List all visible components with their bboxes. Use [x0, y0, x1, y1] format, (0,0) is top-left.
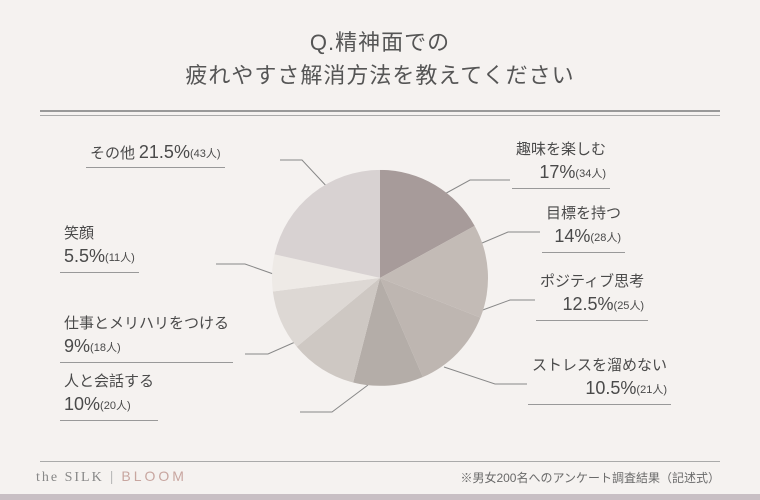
label-hobby: 趣味を楽しむ 17%(34人) — [512, 140, 610, 189]
brand-bloom: BLOOM — [121, 468, 187, 484]
title-line-1: Q.精神面での — [0, 26, 760, 59]
label-nostress: ストレスを溜めない 10.5%(21人) — [528, 356, 671, 405]
brand-silk: the SILK — [36, 470, 104, 485]
pie-chart — [272, 170, 488, 391]
label-positive: ポジティブ思考 12.5%(25人) — [536, 272, 648, 321]
page-title-block: Q.精神面での 疲れやすさ解消方法を教えてください — [0, 0, 760, 110]
label-balance: 仕事とメリハリをつける 9%(18人) — [60, 314, 233, 363]
label-smile: 笑顔 5.5%(11人) — [60, 224, 139, 273]
footnote: ※男女200名へのアンケート調査結果（記述式） — [460, 469, 720, 486]
bottom-accent-bar — [0, 494, 760, 500]
chart-area: 趣味を楽しむ 17%(34人) 目標を持つ 14%(28人) ポジティブ思考 1… — [0, 116, 760, 436]
label-other: その他 21.5%(43人) — [86, 140, 225, 168]
label-goal: 目標を持つ 14%(28人) — [542, 204, 625, 253]
title-line-2: 疲れやすさ解消方法を教えてください — [0, 59, 760, 92]
footer: the SILK|BLOOM ※男女200名へのアンケート調査結果（記述式） — [0, 458, 760, 500]
brand-block: the SILK|BLOOM — [36, 468, 187, 486]
label-talk: 人と会話する 10%(20人) — [60, 372, 158, 421]
